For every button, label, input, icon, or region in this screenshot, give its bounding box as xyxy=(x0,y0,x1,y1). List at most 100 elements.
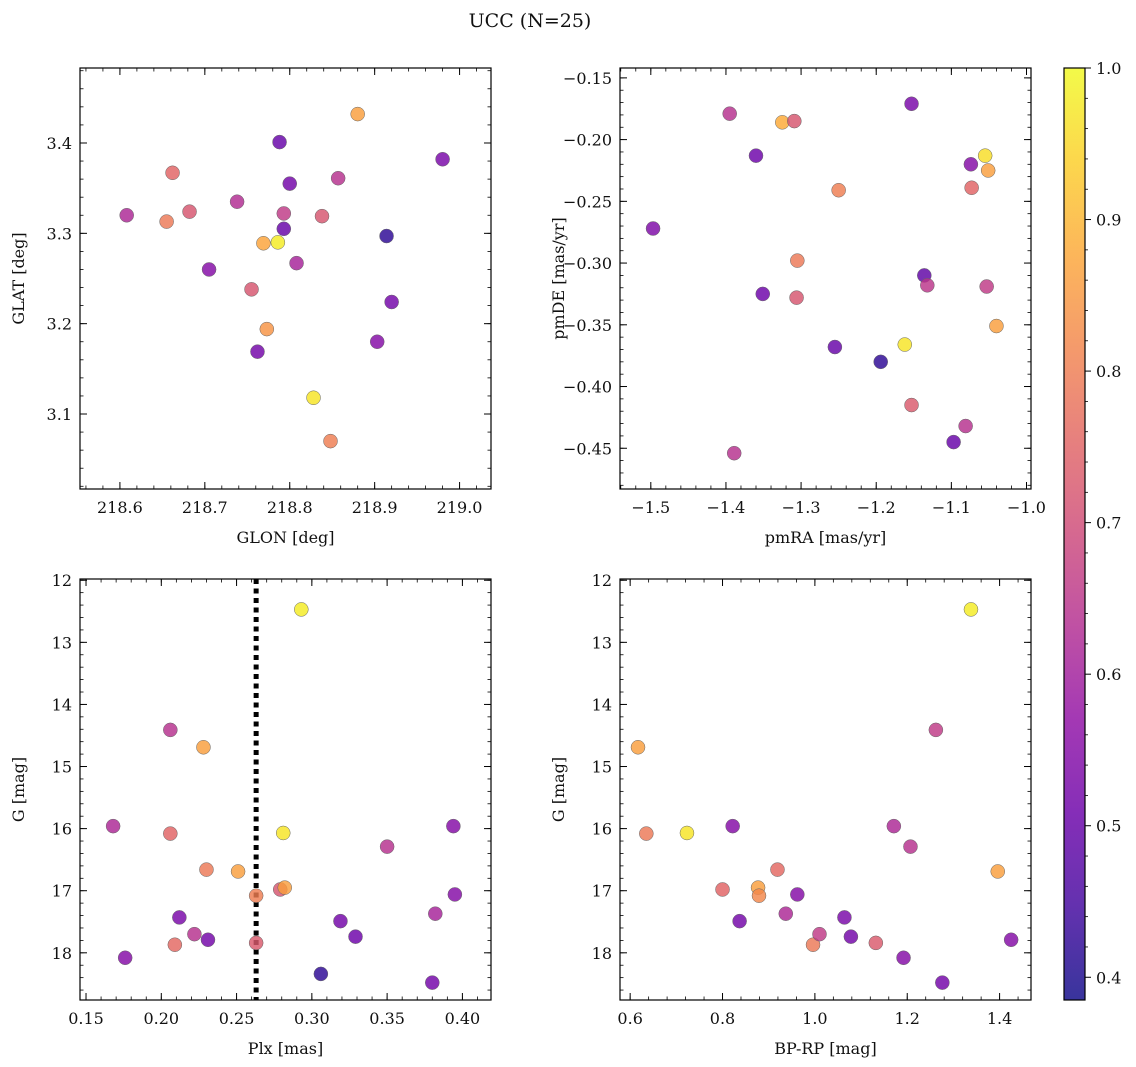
y-tick-label: −0.35 xyxy=(563,316,612,335)
data-point xyxy=(630,740,646,755)
data-point xyxy=(306,390,321,406)
data-point xyxy=(790,887,805,902)
data-point xyxy=(964,180,979,196)
data-point xyxy=(812,926,827,942)
data-point xyxy=(117,950,133,966)
y-tick-label: 16 xyxy=(52,820,72,839)
colorbar-tick-label: 0.7 xyxy=(1096,514,1121,533)
y-tick-label: 15 xyxy=(592,758,612,777)
y-tick-label: −0.45 xyxy=(563,439,612,458)
data-point xyxy=(843,929,859,944)
data-point xyxy=(167,937,183,952)
y-tick-label: 13 xyxy=(592,633,612,652)
data-point xyxy=(977,148,993,163)
data-point xyxy=(935,975,950,990)
data-point xyxy=(790,253,805,268)
data-point xyxy=(256,236,271,251)
data-point xyxy=(805,937,821,952)
data-point xyxy=(979,279,994,294)
data-point xyxy=(248,888,264,903)
colorbar-tick-label: 0.8 xyxy=(1096,362,1121,381)
data-point xyxy=(282,176,297,191)
data-point xyxy=(105,818,121,834)
x-tick-label: 0.25 xyxy=(219,1009,255,1028)
y-tick-label: −0.40 xyxy=(563,378,612,397)
data-point xyxy=(1003,932,1019,948)
y-tick-label: 16 xyxy=(592,820,612,839)
data-point xyxy=(896,950,911,966)
y-tick-label: 18 xyxy=(52,944,72,963)
x-tick-label: 1.0 xyxy=(802,1009,827,1028)
y-tick-label: 18 xyxy=(592,944,612,963)
data-point xyxy=(428,906,443,921)
data-point xyxy=(384,294,399,310)
data-point xyxy=(165,165,180,181)
data-point xyxy=(989,318,1004,334)
data-point xyxy=(435,151,450,167)
panels: 218.6 218.7 218.8 218.9 219.0 3.1 3.2 3.3 3.4 GLO… xyxy=(9,67,1046,1058)
data-point xyxy=(645,221,661,236)
data-point xyxy=(314,208,330,224)
data-point xyxy=(276,221,292,237)
data-point xyxy=(980,163,996,178)
data-point xyxy=(248,935,264,951)
data-point xyxy=(277,880,292,895)
data-point xyxy=(920,278,935,293)
data-point xyxy=(789,290,804,305)
panel-1: 218.6 218.7 218.8 218.9 219.0 3.1 3.2 3.3 3.4 GLO… xyxy=(9,67,492,547)
data-point xyxy=(350,106,365,122)
x-tick-label: 218.9 xyxy=(352,498,398,517)
data-point xyxy=(182,204,197,219)
data-point xyxy=(946,434,961,450)
data-point xyxy=(886,818,902,834)
x-tick-label: 0.40 xyxy=(445,1009,481,1028)
colorbar-tick-label: 0.5 xyxy=(1096,817,1121,836)
y-axis-label: pmDE [mas/yr] xyxy=(549,217,568,340)
data-point xyxy=(958,418,973,434)
y-tick-label: 14 xyxy=(52,695,72,714)
data-point xyxy=(827,339,843,355)
data-point xyxy=(333,913,348,929)
data-point xyxy=(272,134,287,150)
x-axis-label: BP-RP [mag] xyxy=(774,1039,876,1058)
axes-frame xyxy=(619,578,1032,1001)
data-point xyxy=(163,722,178,738)
y-tick-label: 17 xyxy=(52,882,72,901)
data-point xyxy=(229,194,245,209)
data-point xyxy=(722,106,737,121)
data-point xyxy=(715,882,730,897)
data-point xyxy=(770,862,785,877)
data-point xyxy=(446,818,461,834)
x-axis-label: GLON [deg] xyxy=(236,528,334,547)
y-tick-label: 3.2 xyxy=(47,315,72,334)
data-point xyxy=(963,602,979,617)
x-tick-label: 1.2 xyxy=(895,1009,920,1028)
x-tick-label: −1.3 xyxy=(782,498,821,517)
colorbar-tick-label: 0.6 xyxy=(1096,665,1121,684)
data-point xyxy=(199,862,214,877)
y-axis-label: GLAT [deg] xyxy=(9,232,28,324)
y-axis-label: G [mag] xyxy=(549,757,568,822)
data-point xyxy=(187,926,202,942)
y-axis-label: G [mag] xyxy=(9,757,28,822)
panel-4: 0.6 0.8 1.0 1.2 1.4 12 13 14 15 16 17 18 BP-RP [mag]… xyxy=(549,571,1032,1058)
panel-3: 0.15 0.20 0.25 0.30 0.35 0.40 12 13 14 15 16 17 18 Pl… xyxy=(9,571,492,1058)
data-point xyxy=(172,910,187,925)
data-point xyxy=(963,157,979,172)
x-tick-label: −1.0 xyxy=(1007,498,1046,517)
y-tick-label: 3.3 xyxy=(47,224,72,243)
x-tick-label: 218.8 xyxy=(267,498,313,517)
x-tick-label: 1.4 xyxy=(987,1009,1012,1028)
data-point xyxy=(196,740,211,755)
data-point xyxy=(732,913,747,929)
data-point xyxy=(200,932,216,948)
figure-title: UCC (N=25) xyxy=(469,10,592,32)
colorbar-tick-label: 1.0 xyxy=(1096,59,1121,78)
data-point xyxy=(873,354,888,370)
axes-frame xyxy=(79,578,492,1001)
data-point xyxy=(639,826,654,841)
y-tick-label: 13 xyxy=(52,633,72,652)
x-axis-label: Plx [mas] xyxy=(248,1039,323,1058)
data-point xyxy=(294,602,309,617)
data-point xyxy=(379,839,395,854)
